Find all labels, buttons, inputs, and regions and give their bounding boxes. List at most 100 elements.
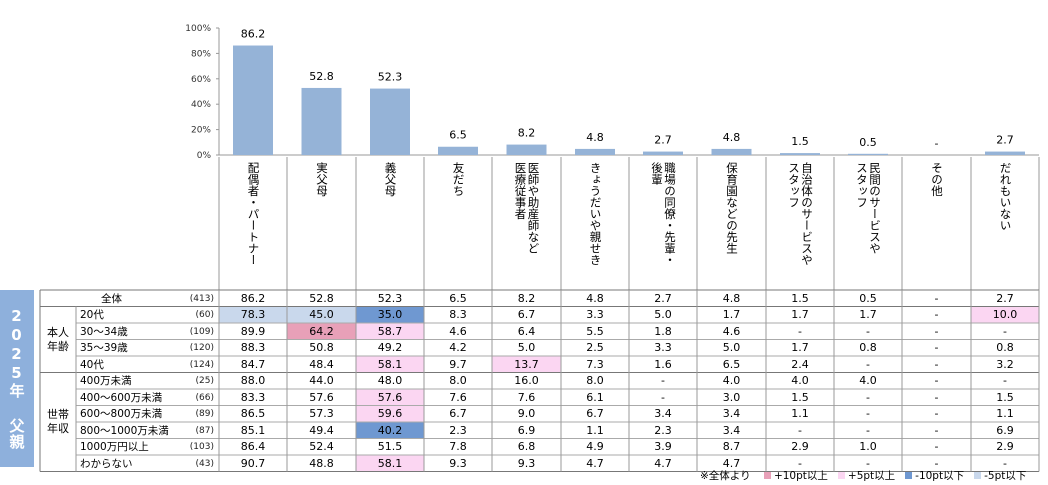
row-sample-size: (103) [189, 442, 214, 452]
table-cell: - [934, 456, 939, 470]
highlight-cell [356, 406, 424, 422]
category-header-label: その他 [930, 162, 944, 197]
category-header-label: 配偶者・パートナー [246, 162, 261, 266]
table-cell: 78.3 [240, 308, 266, 321]
legend-swatch [905, 472, 913, 479]
row-sample-size: (60) [195, 310, 214, 320]
category-header: きょうだいや親せき [561, 158, 629, 286]
table-cell: 8.0 [586, 374, 604, 387]
table-cell: 64.2 [309, 324, 334, 338]
category-header-label: 医師や助産師など 医療従事者 [513, 162, 541, 254]
table-cell: 1.7 [791, 308, 809, 321]
legend-swatch [763, 472, 771, 479]
table-cell: - [1003, 324, 1007, 338]
row-sample-size: (120) [189, 343, 214, 353]
category-header: だれもいない [971, 158, 1039, 286]
y-tick-label: 0% [197, 151, 212, 161]
row-label: 30～34歳 [80, 325, 128, 338]
table-cell: - [866, 456, 870, 470]
bar [575, 148, 615, 155]
category-header-label: だれもいない [998, 162, 1013, 231]
table-cell: - [866, 423, 870, 437]
table-cell: 7.6 [449, 390, 467, 404]
legend-label: -10pt以下 [915, 470, 965, 482]
category-header: 保育園などの先生 [697, 158, 766, 286]
table-cell: 57.3 [309, 407, 334, 420]
legend-note: ※全体より [700, 470, 751, 482]
table-cell: 0.5 [859, 291, 877, 305]
table-cell: 1.7 [791, 341, 809, 354]
highlight-cell [287, 307, 356, 323]
table-cell: 0.8 [996, 341, 1014, 354]
table-cell: 1.6 [654, 357, 672, 371]
legend-item: +10pt以上 [763, 470, 828, 482]
category-header-label: 職場の同僚・先輩・ 後輩 [650, 162, 677, 266]
category-header: 実父母 [287, 158, 356, 286]
table-cell: 4.6 [722, 324, 741, 338]
year-badge-label: 2025年 父親 [7, 307, 26, 450]
year-badge: 2025年 父親 [0, 290, 34, 467]
table-cell: 4.6 [449, 324, 467, 338]
row-label: 40代 [80, 358, 104, 371]
highlight-cell [356, 307, 424, 323]
table-cell: - [661, 374, 665, 387]
bar-value-label: 8.2 [518, 127, 536, 140]
legend-label: +10pt以上 [773, 470, 828, 482]
bar [711, 148, 752, 155]
table-cell: 86.5 [240, 407, 266, 420]
table-cell: 3.9 [654, 440, 672, 453]
table-cell: - [866, 390, 870, 404]
category-header: 友だち [424, 158, 492, 286]
table-cell: 6.5 [722, 357, 741, 371]
table-cell: 4.7 [586, 456, 604, 470]
table-cell: 2.9 [996, 440, 1014, 453]
row-label: 全体 [101, 292, 122, 305]
table-cell: 9.3 [449, 456, 467, 470]
table-cell: 50.8 [309, 341, 334, 354]
table-cell: 6.9 [996, 423, 1014, 437]
table-cell: 35.0 [377, 308, 403, 321]
table-cell: 9.0 [517, 407, 536, 420]
table-cell: 1.7 [722, 308, 741, 321]
highlight-cell [287, 323, 356, 339]
bar-value-label: 2.7 [996, 134, 1014, 147]
table-cell: 9.7 [449, 357, 467, 371]
table-cell: 3.0 [722, 390, 741, 404]
highlight-cell [971, 307, 1039, 323]
table-cell: - [934, 291, 939, 305]
table-cell: 83.3 [240, 390, 266, 404]
bar-value-label: 2.7 [654, 134, 672, 147]
bar-value-label: 52.3 [378, 71, 403, 84]
category-header: 自治体のサービスや スタッフ [766, 158, 834, 286]
table-cell: 16.0 [514, 374, 539, 387]
legend-swatch [974, 472, 982, 479]
bar [438, 146, 478, 155]
table-cell: - [934, 341, 939, 354]
table-cell: 88.0 [240, 374, 266, 387]
table-cell: 6.4 [517, 324, 536, 338]
table-cell: 1.1 [586, 423, 604, 437]
table-cell: 6.7 [449, 407, 467, 420]
category-header-label: きょうだいや親せき [588, 162, 603, 266]
bar-value-label: 4.8 [586, 131, 604, 144]
table-cell: 4.0 [859, 374, 877, 387]
table-cell: 2.3 [654, 423, 672, 437]
table-cell: 4.8 [722, 291, 741, 305]
table-cell: 1.8 [654, 324, 672, 338]
table-cell: 2.4 [791, 357, 809, 371]
table-cell: 58.1 [377, 357, 403, 371]
table-cell: 1.1 [791, 407, 809, 420]
table-cell: 3.3 [654, 341, 672, 354]
table-cell: 4.0 [722, 374, 741, 387]
table-cell: 52.4 [309, 440, 334, 453]
table-cell: 5.0 [722, 341, 741, 354]
table-cell: 44.0 [309, 374, 334, 387]
table-cell: 4.9 [586, 440, 604, 453]
table-cell: 8.0 [449, 374, 467, 387]
table-cell: - [798, 423, 802, 437]
table-cell: 8.7 [722, 440, 741, 453]
table-cell: 6.8 [517, 440, 536, 453]
category-header: 民間のサービスや スタッフ [834, 158, 902, 286]
table-cell: 6.1 [586, 390, 604, 404]
